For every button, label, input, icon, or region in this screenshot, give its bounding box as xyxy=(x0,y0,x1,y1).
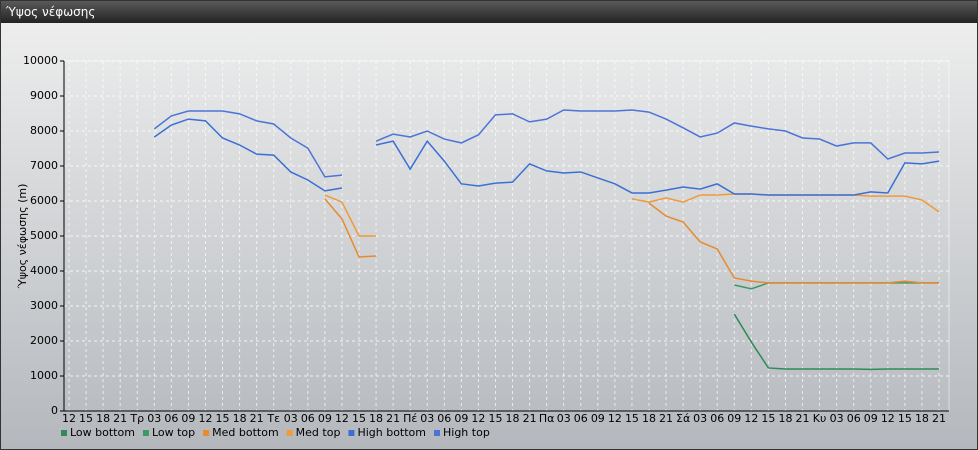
y-tick-label: 10000 xyxy=(23,54,58,67)
x-tick-label: 03 xyxy=(693,412,707,425)
series-line xyxy=(324,198,939,284)
x-tick-label: 15 xyxy=(625,412,639,425)
x-tick-label: 03 xyxy=(284,412,298,425)
y-tick-label: 9000 xyxy=(30,89,58,102)
legend-label: High top xyxy=(443,426,490,439)
x-tick-label: 09 xyxy=(318,412,332,425)
x-tick-label: 06 xyxy=(847,412,861,425)
legend-label: High bottom xyxy=(357,426,426,439)
x-tick-label: 21 xyxy=(796,412,810,425)
legend-marker xyxy=(203,430,210,436)
x-tick-label: 09 xyxy=(591,412,605,425)
x-tick-label: 18 xyxy=(96,412,110,425)
x-tick-label: 15 xyxy=(898,412,912,425)
x-tick-label: 06 xyxy=(437,412,451,425)
y-tick-label: 8000 xyxy=(30,124,58,137)
legend-label: Low top xyxy=(152,426,195,439)
legend-label: Med top xyxy=(296,426,341,439)
x-tick-label: 15 xyxy=(352,412,366,425)
x-tick-label: 09 xyxy=(864,412,878,425)
x-tick-label: 15 xyxy=(79,412,93,425)
x-tick-label: 03 xyxy=(830,412,844,425)
y-tick-label: 4000 xyxy=(30,264,58,277)
x-tick-label: 09 xyxy=(454,412,468,425)
y-tick-label: 0 xyxy=(51,404,58,417)
x-tick-label: 15 xyxy=(488,412,502,425)
x-tick-label: 15 xyxy=(216,412,230,425)
legend-label: Low bottom xyxy=(70,426,135,439)
series-line xyxy=(733,313,939,371)
y-axis-label: Ύψος νέφωσης (m) xyxy=(16,184,29,290)
x-tick-label: 18 xyxy=(642,412,656,425)
x-tick-label: Σά xyxy=(676,412,690,425)
x-tick-label: Πέ xyxy=(403,412,417,425)
legend-label: Med bottom xyxy=(212,426,279,439)
x-tick-label: Πα xyxy=(539,412,555,425)
x-tick-label: 12 xyxy=(608,412,622,425)
y-tick-label: 5000 xyxy=(30,229,58,242)
x-tick-label: 21 xyxy=(932,412,946,425)
x-tick-label: 18 xyxy=(506,412,520,425)
x-tick-label: 06 xyxy=(164,412,178,425)
x-tick-label: 09 xyxy=(727,412,741,425)
x-tick-label: Κυ xyxy=(813,412,827,425)
legend-marker xyxy=(61,430,67,436)
x-tick-label: 03 xyxy=(557,412,571,425)
legend-marker xyxy=(286,430,293,436)
series-line xyxy=(153,109,940,178)
x-tick-label: 12 xyxy=(62,412,76,425)
y-tick-label: 6000 xyxy=(30,194,58,207)
y-tick-label: 1000 xyxy=(30,369,58,382)
x-tick-label: 12 xyxy=(744,412,758,425)
x-tick-label: 12 xyxy=(881,412,895,425)
x-tick-label: 06 xyxy=(574,412,588,425)
x-tick-label: 15 xyxy=(761,412,775,425)
series-line xyxy=(153,118,940,196)
x-tick-label: Τε xyxy=(266,412,280,425)
legend-marker xyxy=(434,430,440,436)
x-tick-label: 21 xyxy=(386,412,400,425)
window-title: Ύψος νέφωσης xyxy=(1,1,977,23)
x-tick-label: 12 xyxy=(198,412,212,425)
x-tick-label: 18 xyxy=(778,412,792,425)
x-tick-label: 21 xyxy=(250,412,264,425)
x-tick-label: 12 xyxy=(471,412,485,425)
x-tick-label: 21 xyxy=(659,412,673,425)
legend-marker xyxy=(348,430,355,436)
x-tick-label: 18 xyxy=(369,412,383,425)
x-tick-label: 21 xyxy=(113,412,127,425)
y-tick-label: 3000 xyxy=(30,299,58,312)
x-tick-label: 21 xyxy=(523,412,537,425)
x-tick-label: 12 xyxy=(335,412,349,425)
y-tick-label: 7000 xyxy=(30,159,58,172)
x-tick-label: Τρ xyxy=(129,412,144,425)
x-tick-label: 09 xyxy=(181,412,195,425)
x-tick-label: 18 xyxy=(233,412,247,425)
chart: Ύψος νέφωσης (m) 0 1000 2000 3000 4000 5000 60… xyxy=(16,54,950,439)
y-tick-label: 2000 xyxy=(30,334,58,347)
x-tick-label: 06 xyxy=(710,412,724,425)
x-tick-label: 18 xyxy=(915,412,929,425)
legend-marker xyxy=(142,430,149,436)
x-tick-label: 06 xyxy=(301,412,315,425)
x-tick-label: 03 xyxy=(147,412,161,425)
x-tick-label: 03 xyxy=(420,412,434,425)
